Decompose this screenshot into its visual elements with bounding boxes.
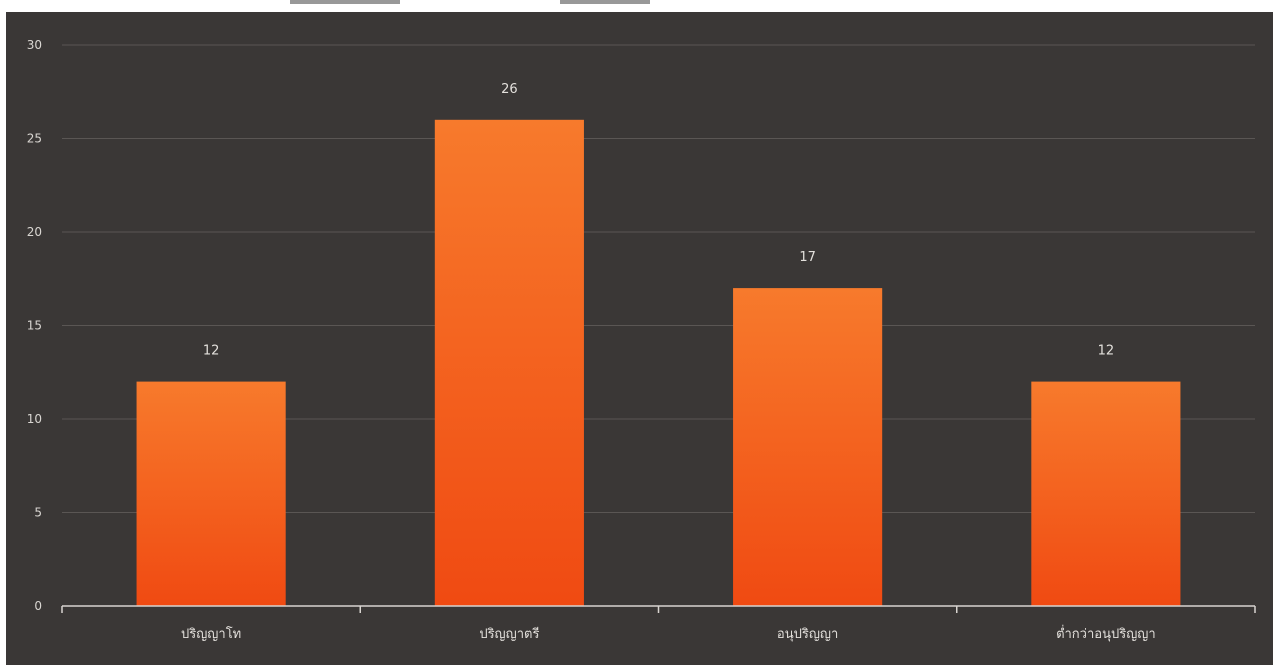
- y-tick-label-15: 15: [27, 319, 42, 333]
- bar-chart: 0 5 10 15 20 25 30 12 ปริญญาโท 26 ปริญญาตรี 17 อนุป…: [27, 38, 1256, 642]
- category-label-4: ต่ำกว่าอนุปริญญา: [1056, 625, 1156, 642]
- y-tick-label-5: 5: [34, 506, 42, 520]
- data-label-4: 12: [1098, 344, 1115, 359]
- y-tick-label-0: 0: [34, 599, 42, 613]
- data-label-1: 12: [203, 344, 220, 359]
- y-tick-label-20: 20: [27, 225, 42, 239]
- bars: [136, 119, 1181, 607]
- x-axis: [61, 605, 1256, 613]
- data-label-3: 17: [799, 250, 816, 265]
- data-label-2: 26: [501, 82, 518, 97]
- scan-artifact-left: [290, 0, 400, 4]
- bar-2: [434, 119, 584, 607]
- y-tick-label-10: 10: [27, 412, 42, 426]
- bar-3: [733, 288, 883, 606]
- y-tick-label-30: 30: [27, 38, 42, 52]
- y-axis-ticks: 0 5 10 15 20 25 30: [27, 38, 42, 613]
- category-label-1: ปริญญาโท: [181, 626, 241, 642]
- labels: 12 ปริญญาโท 26 ปริญญาตรี 17 อนุปริญญา 12 ต่ำกว่…: [181, 82, 1156, 642]
- scan-artifact-right: [560, 0, 650, 4]
- category-label-3: อนุปริญญา: [777, 627, 838, 642]
- category-label-2: ปริญญาตรี: [479, 626, 539, 642]
- y-tick-label-25: 25: [27, 132, 42, 146]
- bar-1: [136, 381, 286, 606]
- chart-panel: 0 5 10 15 20 25 30 12 ปริญญาโท 26 ปริญญาตรี 17 อนุป…: [6, 12, 1273, 665]
- bar-4: [1031, 381, 1181, 606]
